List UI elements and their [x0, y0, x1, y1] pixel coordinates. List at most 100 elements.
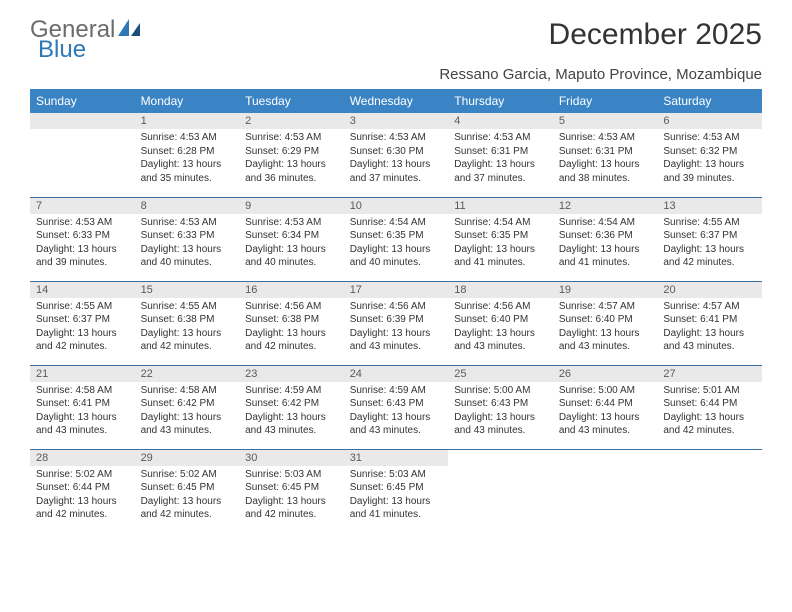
day-content: Sunrise: 4:56 AMSunset: 6:38 PMDaylight:…: [239, 298, 344, 358]
day-number: 12: [553, 198, 658, 214]
calendar-day-cell: [553, 449, 658, 533]
calendar-day-cell: 3Sunrise: 4:53 AMSunset: 6:30 PMDaylight…: [344, 113, 449, 197]
daylight-line: Daylight: 13 hours and 37 minutes.: [454, 159, 535, 184]
sunset-line: Sunset: 6:34 PM: [245, 230, 319, 241]
day-number: 15: [135, 282, 240, 298]
sunrise-line: Sunrise: 4:53 AM: [245, 132, 321, 143]
weekday-header-row: SundayMondayTuesdayWednesdayThursdayFrid…: [30, 89, 762, 113]
daylight-line: Daylight: 13 hours and 41 minutes.: [454, 244, 535, 269]
day-number: [30, 113, 135, 129]
calendar-day-cell: 30Sunrise: 5:03 AMSunset: 6:45 PMDayligh…: [239, 449, 344, 533]
daylight-line: Daylight: 13 hours and 43 minutes.: [454, 328, 535, 353]
daylight-line: Daylight: 13 hours and 42 minutes.: [663, 412, 744, 437]
day-number: [448, 450, 553, 466]
calendar-day-cell: [657, 449, 762, 533]
day-content: Sunrise: 4:53 AMSunset: 6:31 PMDaylight:…: [553, 129, 658, 189]
day-number: 27: [657, 366, 762, 382]
daylight-line: Daylight: 13 hours and 41 minutes.: [350, 496, 431, 521]
day-content: Sunrise: 4:54 AMSunset: 6:35 PMDaylight:…: [448, 214, 553, 274]
sunset-line: Sunset: 6:28 PM: [141, 146, 215, 157]
sunrise-line: Sunrise: 4:53 AM: [141, 217, 217, 228]
sunrise-line: Sunrise: 4:59 AM: [350, 385, 426, 396]
calendar-day-cell: [448, 449, 553, 533]
daylight-line: Daylight: 13 hours and 43 minutes.: [36, 412, 117, 437]
calendar-day-cell: 21Sunrise: 4:58 AMSunset: 6:41 PMDayligh…: [30, 365, 135, 449]
weekday-header: Wednesday: [344, 89, 449, 113]
calendar-day-cell: 23Sunrise: 4:59 AMSunset: 6:42 PMDayligh…: [239, 365, 344, 449]
calendar-day-cell: 27Sunrise: 5:01 AMSunset: 6:44 PMDayligh…: [657, 365, 762, 449]
daylight-line: Daylight: 13 hours and 43 minutes.: [559, 412, 640, 437]
day-content: Sunrise: 4:53 AMSunset: 6:28 PMDaylight:…: [135, 129, 240, 189]
location-subtitle: Ressano Garcia, Maputo Province, Mozambi…: [30, 66, 762, 83]
day-content: Sunrise: 4:57 AMSunset: 6:40 PMDaylight:…: [553, 298, 658, 358]
day-number: [657, 450, 762, 466]
day-number: 6: [657, 113, 762, 129]
day-number: 20: [657, 282, 762, 298]
daylight-line: Daylight: 13 hours and 40 minutes.: [141, 244, 222, 269]
day-content: Sunrise: 5:02 AMSunset: 6:44 PMDaylight:…: [30, 466, 135, 526]
sunset-line: Sunset: 6:40 PM: [559, 314, 633, 325]
sunset-line: Sunset: 6:30 PM: [350, 146, 424, 157]
header: General Blue December 2025: [30, 18, 762, 62]
sunset-line: Sunset: 6:45 PM: [141, 482, 215, 493]
daylight-line: Daylight: 13 hours and 37 minutes.: [350, 159, 431, 184]
calendar-day-cell: 9Sunrise: 4:53 AMSunset: 6:34 PMDaylight…: [239, 197, 344, 281]
sunset-line: Sunset: 6:45 PM: [245, 482, 319, 493]
sunset-line: Sunset: 6:44 PM: [559, 398, 633, 409]
calendar-day-cell: 31Sunrise: 5:03 AMSunset: 6:45 PMDayligh…: [344, 449, 449, 533]
day-content: Sunrise: 4:53 AMSunset: 6:31 PMDaylight:…: [448, 129, 553, 189]
day-content: Sunrise: 5:03 AMSunset: 6:45 PMDaylight:…: [344, 466, 449, 526]
sunrise-line: Sunrise: 5:03 AM: [350, 469, 426, 480]
daylight-line: Daylight: 13 hours and 43 minutes.: [350, 412, 431, 437]
sunrise-line: Sunrise: 4:59 AM: [245, 385, 321, 396]
logo: General Blue: [30, 18, 140, 62]
sunrise-line: Sunrise: 4:53 AM: [245, 217, 321, 228]
daylight-line: Daylight: 13 hours and 43 minutes.: [559, 328, 640, 353]
day-number: 16: [239, 282, 344, 298]
sunset-line: Sunset: 6:31 PM: [454, 146, 528, 157]
calendar-day-cell: 16Sunrise: 4:56 AMSunset: 6:38 PMDayligh…: [239, 281, 344, 365]
sunrise-line: Sunrise: 4:53 AM: [36, 217, 112, 228]
sunset-line: Sunset: 6:42 PM: [245, 398, 319, 409]
day-number: 7: [30, 198, 135, 214]
sunset-line: Sunset: 6:43 PM: [454, 398, 528, 409]
daylight-line: Daylight: 13 hours and 42 minutes.: [245, 328, 326, 353]
day-number: 28: [30, 450, 135, 466]
day-number: 8: [135, 198, 240, 214]
day-content: Sunrise: 4:56 AMSunset: 6:40 PMDaylight:…: [448, 298, 553, 358]
day-number: 23: [239, 366, 344, 382]
day-content: Sunrise: 4:54 AMSunset: 6:36 PMDaylight:…: [553, 214, 658, 274]
sunset-line: Sunset: 6:41 PM: [663, 314, 737, 325]
sunset-line: Sunset: 6:43 PM: [350, 398, 424, 409]
calendar-day-cell: 18Sunrise: 4:56 AMSunset: 6:40 PMDayligh…: [448, 281, 553, 365]
day-number: 11: [448, 198, 553, 214]
calendar-day-cell: 8Sunrise: 4:53 AMSunset: 6:33 PMDaylight…: [135, 197, 240, 281]
day-content: Sunrise: 4:59 AM Sunset: 6:43 PM Daylight:…: [344, 382, 449, 442]
day-number: 10: [344, 198, 449, 214]
day-content: Sunrise: 5:00 AMSunset: 6:43 PMDaylight:…: [448, 382, 553, 442]
weekday-header: Thursday: [448, 89, 553, 113]
logo-sail-icon: [118, 19, 140, 41]
day-content: Sunrise: 4:55 AMSunset: 6:37 PMDaylight:…: [657, 214, 762, 274]
day-content: [657, 466, 762, 472]
daylight-line: Daylight: 13 hours and 43 minutes.: [350, 328, 431, 353]
calendar-day-cell: 25Sunrise: 5:00 AMSunset: 6:43 PMDayligh…: [448, 365, 553, 449]
calendar-week-row: 28Sunrise: 5:02 AMSunset: 6:44 PMDayligh…: [30, 449, 762, 533]
day-content: Sunrise: 4:57 AMSunset: 6:41 PMDaylight:…: [657, 298, 762, 358]
daylight-line: Daylight: 13 hours and 42 minutes.: [141, 328, 222, 353]
day-number: 17: [344, 282, 449, 298]
day-content: Sunrise: 5:03 AMSunset: 6:45 PMDaylight:…: [239, 466, 344, 526]
day-number: 1: [135, 113, 240, 129]
daylight-line: Daylight: 13 hours and 36 minutes.: [245, 159, 326, 184]
day-content: Sunrise: 5:02 AMSunset: 6:45 PMDaylight:…: [135, 466, 240, 526]
calendar-day-cell: 26Sunrise: 5:00 AMSunset: 6:44 PMDayligh…: [553, 365, 658, 449]
sunrise-line: Sunrise: 4:53 AM: [141, 132, 217, 143]
calendar-day-cell: 10Sunrise: 4:54 AMSunset: 6:35 PMDayligh…: [344, 197, 449, 281]
daylight-line: Daylight: 13 hours and 38 minutes.: [559, 159, 640, 184]
sunrise-line: Sunrise: 5:01 AM: [663, 385, 739, 396]
calendar-week-row: 14Sunrise: 4:55 AMSunset: 6:37 PMDayligh…: [30, 281, 762, 365]
calendar-day-cell: 19Sunrise: 4:57 AMSunset: 6:40 PMDayligh…: [553, 281, 658, 365]
day-number: 9: [239, 198, 344, 214]
weekday-header: Monday: [135, 89, 240, 113]
calendar-week-row: 1 Sunrise: 4:53 AM Sunset: 6:28 PM Daylight…: [30, 113, 762, 197]
